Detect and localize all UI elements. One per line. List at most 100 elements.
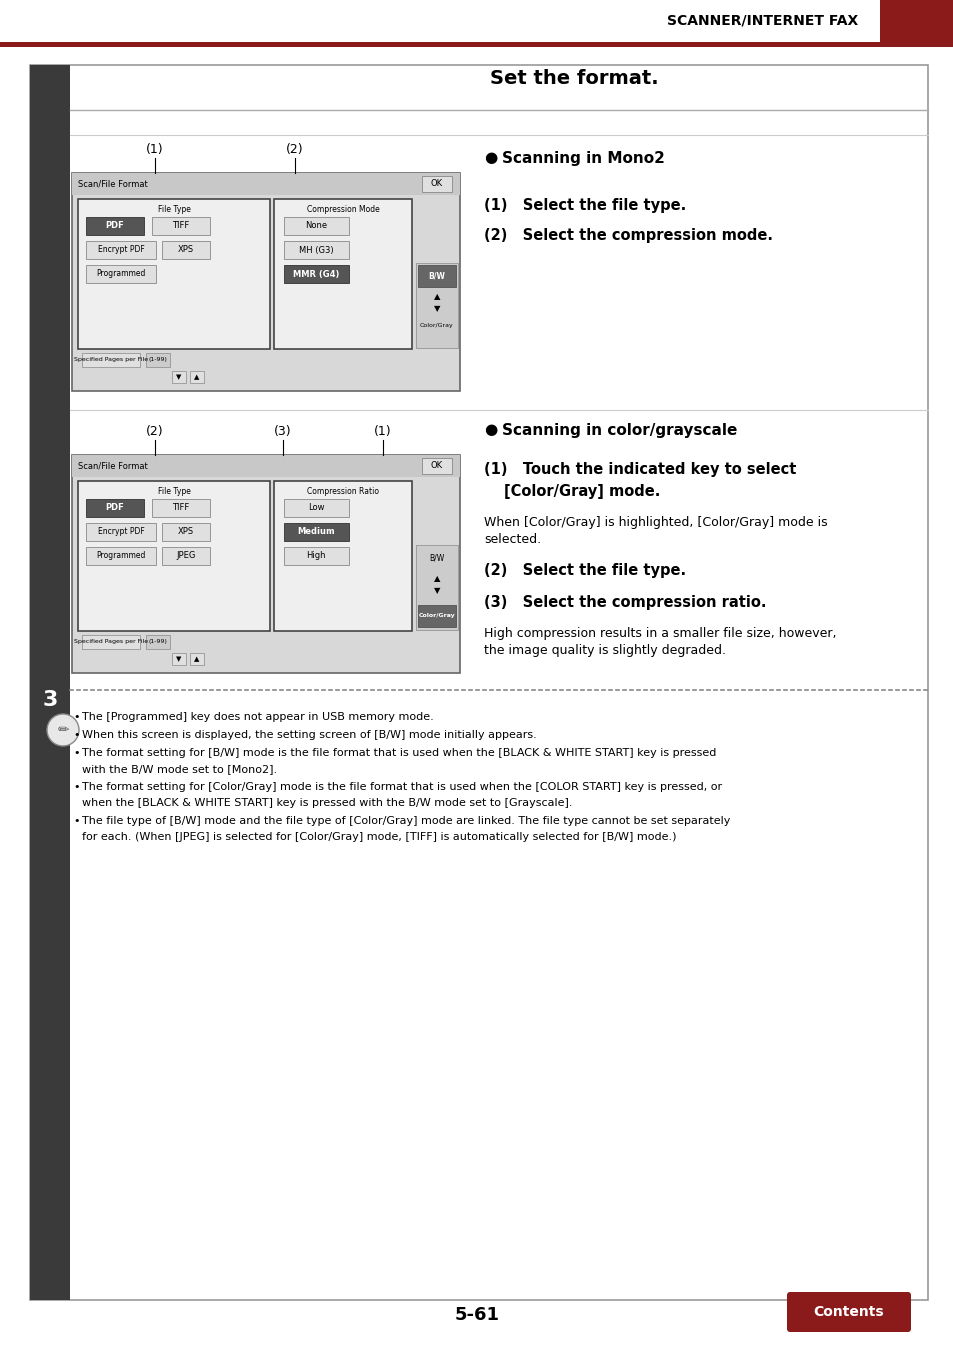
Text: OK: OK <box>431 180 442 189</box>
FancyBboxPatch shape <box>162 242 210 259</box>
FancyBboxPatch shape <box>284 522 349 541</box>
Text: MH (G3): MH (G3) <box>298 246 333 255</box>
Text: ▼: ▼ <box>176 656 181 662</box>
Bar <box>82 352 140 367</box>
Text: (1)   Touch the indicated key to select: (1) Touch the indicated key to select <box>483 462 796 477</box>
Text: ▼: ▼ <box>434 305 439 313</box>
Text: selected.: selected. <box>483 533 540 545</box>
FancyBboxPatch shape <box>86 522 156 541</box>
Bar <box>30 65 70 1300</box>
Text: Contents: Contents <box>813 1305 883 1319</box>
Text: Compression Mode: Compression Mode <box>306 204 379 213</box>
FancyBboxPatch shape <box>86 242 156 259</box>
Text: Scan/File Format: Scan/File Format <box>78 180 148 189</box>
Bar <box>0 42 953 47</box>
Text: •: • <box>73 782 79 792</box>
FancyBboxPatch shape <box>421 176 452 192</box>
Bar <box>71 455 459 477</box>
Text: MMR (G4): MMR (G4) <box>293 270 339 278</box>
Text: (3)   Select the compression ratio.: (3) Select the compression ratio. <box>483 595 765 610</box>
Bar <box>71 173 459 194</box>
Text: Specified Pages per File: Specified Pages per File <box>74 358 148 363</box>
Text: TIFF: TIFF <box>172 221 190 231</box>
Bar <box>78 481 270 630</box>
Text: 5-61: 5-61 <box>454 1305 499 1324</box>
Text: Color/Gray: Color/Gray <box>418 613 455 618</box>
Text: Medium: Medium <box>297 528 335 536</box>
Text: Low: Low <box>308 504 324 513</box>
Text: The [Programmed] key does not appear in USB memory mode.: The [Programmed] key does not appear in … <box>82 711 434 722</box>
Text: (1): (1) <box>374 425 392 439</box>
Text: •: • <box>73 730 79 740</box>
Text: ▼: ▼ <box>176 374 181 379</box>
Text: XPS: XPS <box>178 246 193 255</box>
Text: •: • <box>73 748 79 757</box>
Text: SCANNER/INTERNET FAX: SCANNER/INTERNET FAX <box>666 14 857 28</box>
Text: ●: ● <box>483 423 497 437</box>
Text: B/W: B/W <box>429 554 444 563</box>
Text: OK: OK <box>431 462 442 471</box>
Text: PDF: PDF <box>106 221 124 231</box>
Text: (1)   Select the file type.: (1) Select the file type. <box>483 198 685 213</box>
Text: (2)   Select the compression mode.: (2) Select the compression mode. <box>483 228 772 243</box>
Text: When [Color/Gray] is highlighted, [Color/Gray] mode is: When [Color/Gray] is highlighted, [Color… <box>483 516 827 529</box>
Text: B/W: B/W <box>428 271 445 281</box>
Bar <box>416 545 457 630</box>
FancyBboxPatch shape <box>172 653 186 666</box>
Text: TIFF: TIFF <box>172 504 190 513</box>
Text: High: High <box>306 552 325 560</box>
Text: ▼: ▼ <box>434 586 439 595</box>
FancyBboxPatch shape <box>284 265 349 284</box>
Text: Encrypt PDF: Encrypt PDF <box>97 528 144 536</box>
Text: Set the format.: Set the format. <box>490 69 658 88</box>
Text: Programmed: Programmed <box>96 552 146 560</box>
Bar <box>274 198 412 350</box>
Bar <box>71 455 459 674</box>
Bar <box>0 0 953 42</box>
Text: (1-99): (1-99) <box>149 640 168 644</box>
Text: The file type of [B/W] mode and the file type of [Color/Gray] mode are linked. T: The file type of [B/W] mode and the file… <box>82 815 730 826</box>
Text: with the B/W mode set to [Mono2].: with the B/W mode set to [Mono2]. <box>82 764 276 774</box>
FancyBboxPatch shape <box>190 371 204 383</box>
Text: •: • <box>73 711 79 722</box>
FancyBboxPatch shape <box>284 547 349 566</box>
FancyBboxPatch shape <box>86 217 144 235</box>
Text: Scan/File Format: Scan/File Format <box>78 462 148 471</box>
Text: •: • <box>73 815 79 826</box>
Text: (1-99): (1-99) <box>149 358 168 363</box>
Text: File Type: File Type <box>157 204 191 213</box>
FancyBboxPatch shape <box>417 605 456 626</box>
FancyBboxPatch shape <box>162 547 210 566</box>
Text: for each. (When [JPEG] is selected for [Color/Gray] mode, [TIFF] is automaticall: for each. (When [JPEG] is selected for [… <box>82 832 676 842</box>
Bar <box>146 634 170 649</box>
Text: Encrypt PDF: Encrypt PDF <box>97 246 144 255</box>
Text: ▲: ▲ <box>434 575 439 583</box>
Text: [Color/Gray] mode.: [Color/Gray] mode. <box>503 485 659 500</box>
Bar <box>71 173 459 392</box>
Text: XPS: XPS <box>178 528 193 536</box>
Circle shape <box>47 714 79 747</box>
FancyBboxPatch shape <box>284 242 349 259</box>
FancyBboxPatch shape <box>190 653 204 666</box>
Text: (1): (1) <box>146 143 164 157</box>
Text: (2)   Select the file type.: (2) Select the file type. <box>483 563 685 578</box>
Text: ●: ● <box>483 150 497 166</box>
Text: The format setting for [B/W] mode is the file format that is used when the [BLAC: The format setting for [B/W] mode is the… <box>82 748 716 757</box>
Text: Scanning in color/grayscale: Scanning in color/grayscale <box>501 423 737 437</box>
Text: ▲: ▲ <box>194 374 199 379</box>
FancyBboxPatch shape <box>421 458 452 474</box>
Text: (3): (3) <box>274 425 292 439</box>
Text: (2): (2) <box>146 425 164 439</box>
Text: 3: 3 <box>42 690 57 710</box>
FancyBboxPatch shape <box>284 217 349 235</box>
FancyBboxPatch shape <box>86 500 144 517</box>
Bar <box>78 198 270 350</box>
Text: JPEG: JPEG <box>176 552 195 560</box>
Text: ✏: ✏ <box>57 724 69 737</box>
Text: Color/Gray: Color/Gray <box>419 323 454 328</box>
FancyBboxPatch shape <box>172 371 186 383</box>
Text: Programmed: Programmed <box>96 270 146 278</box>
FancyBboxPatch shape <box>86 547 156 566</box>
Text: The format setting for [Color/Gray] mode is the file format that is used when th: The format setting for [Color/Gray] mode… <box>82 782 721 792</box>
Text: High compression results in a smaller file size, however,: High compression results in a smaller fi… <box>483 626 836 640</box>
